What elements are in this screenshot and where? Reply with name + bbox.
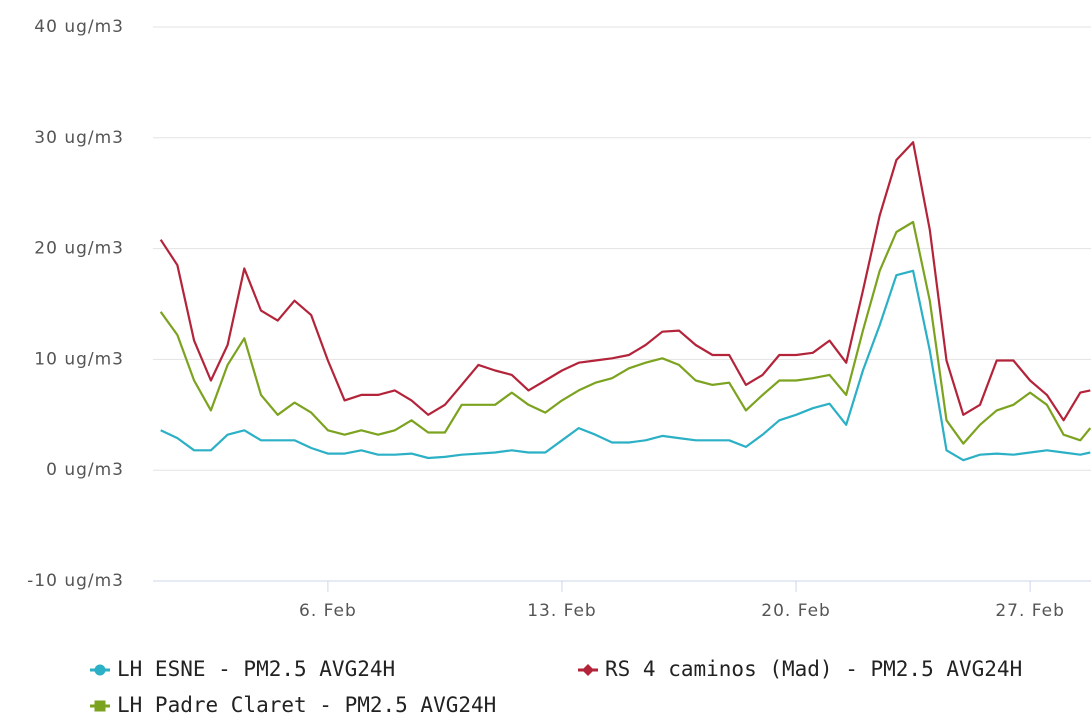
legend-label[interactable]: RS 4 caminos (Mad) - PM2.5 AVG24H — [605, 657, 1022, 681]
legend-marker — [94, 700, 106, 712]
legend-label[interactable]: LH ESNE - PM2.5 AVG24H — [117, 657, 395, 681]
series-line — [160, 269, 1091, 462]
y-tick-label: 10 ug/m3 — [34, 349, 124, 369]
x-tick-label: 13. Feb — [527, 601, 597, 621]
y-tick-label: 30 ug/m3 — [34, 128, 124, 148]
legend-marker — [582, 664, 594, 676]
x-tick-label: 20. Feb — [761, 601, 831, 621]
y-tick-label: 20 ug/m3 — [34, 239, 124, 259]
y-tick-label: -10 ug/m3 — [27, 571, 124, 591]
legend-label[interactable]: LH Padre Claret - PM2.5 AVG24H — [117, 693, 496, 717]
series-line — [159, 141, 1091, 422]
y-tick-label: 0 ug/m3 — [46, 460, 124, 480]
y-tick-label: 40 ug/m3 — [34, 17, 124, 37]
x-tick-label: 6. Feb — [299, 601, 357, 621]
x-tick-label: 27. Feb — [995, 601, 1065, 621]
series-line — [159, 220, 1091, 445]
legend-marker — [94, 664, 106, 676]
